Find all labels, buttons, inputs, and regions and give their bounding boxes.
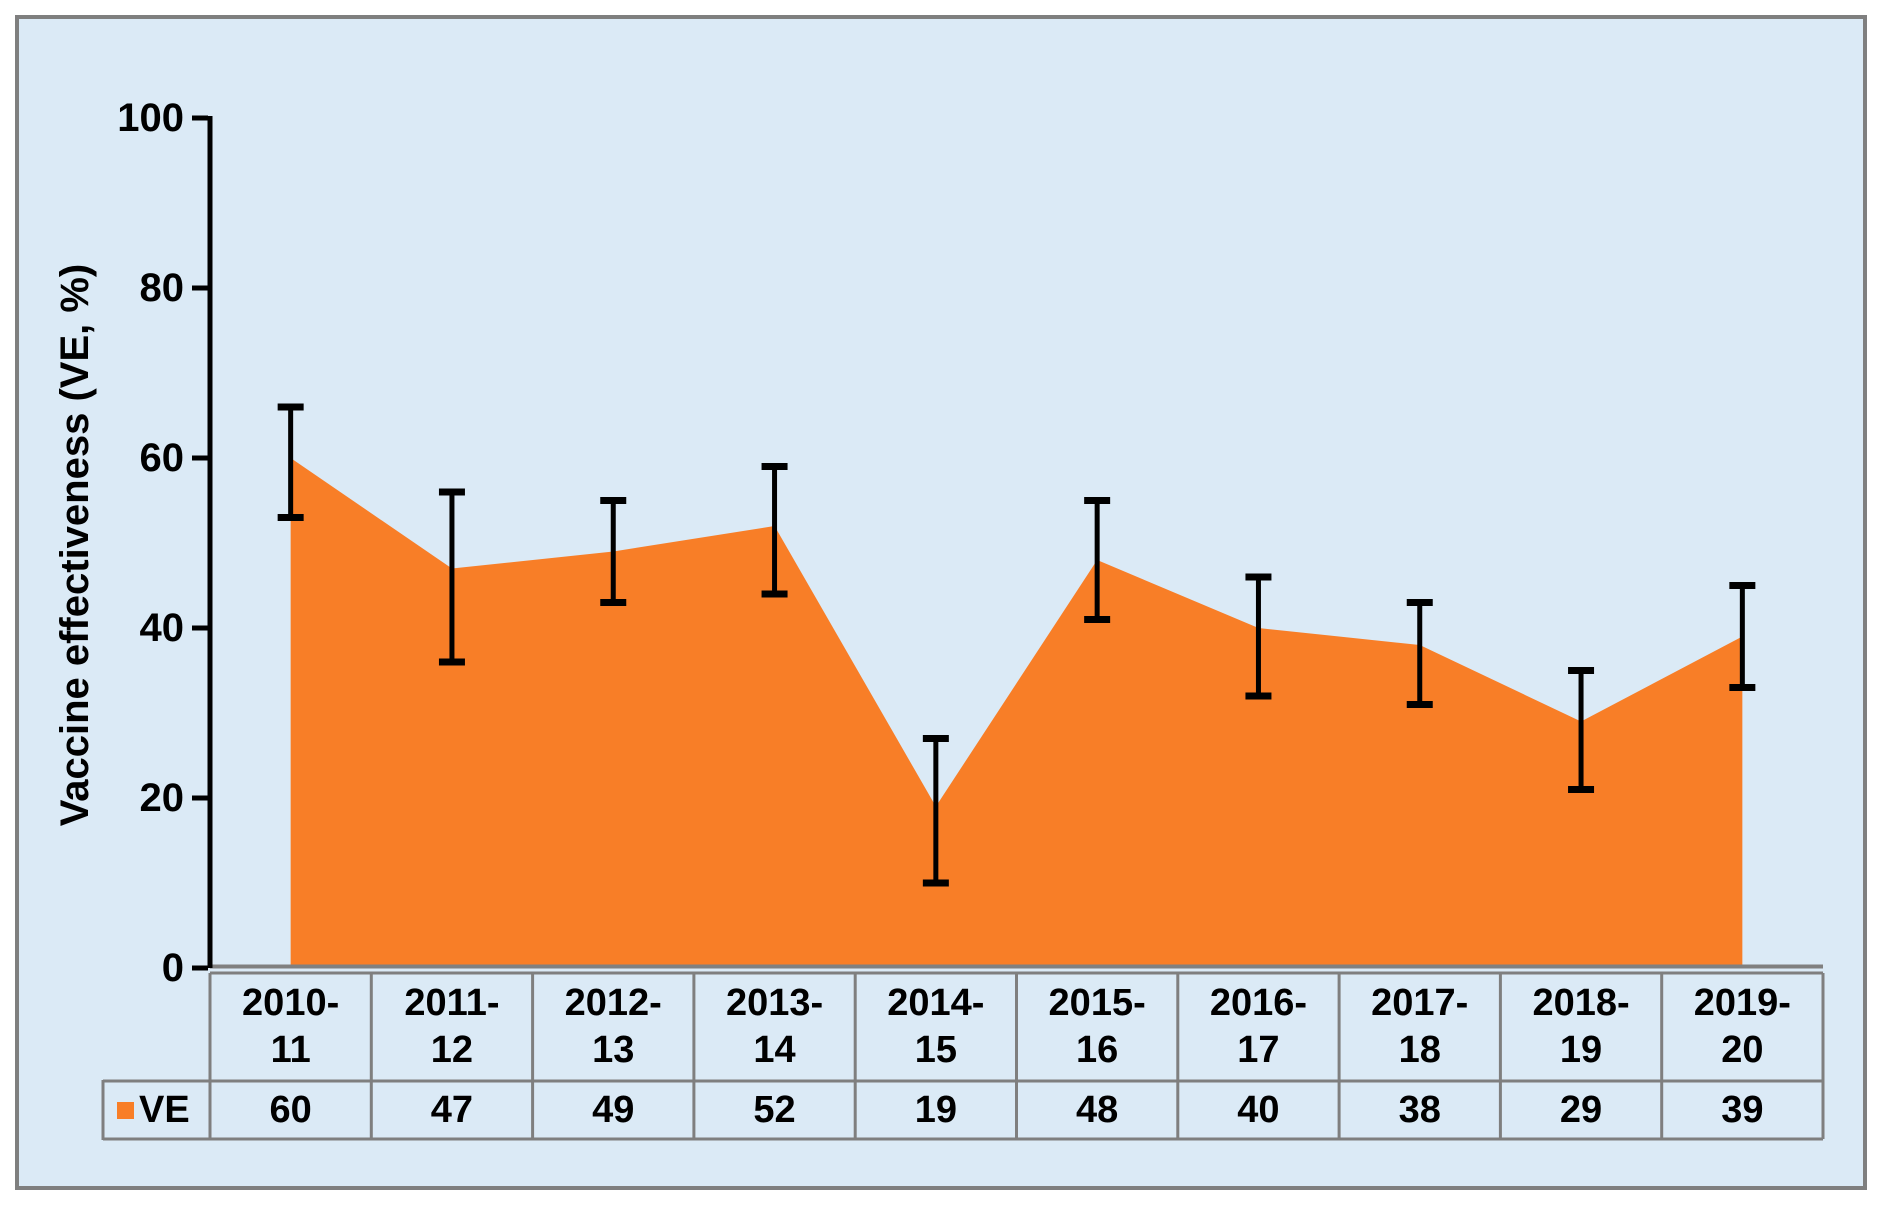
y-tick-label: 60 (140, 436, 185, 480)
y-tick-label: 80 (140, 266, 185, 310)
y-tick-label: 0 (162, 946, 184, 990)
y-tick-label: 20 (140, 776, 185, 820)
area-series-ve (290, 458, 1743, 968)
y-tick-label: 100 (117, 96, 184, 140)
y-tick-label: 40 (140, 606, 185, 650)
